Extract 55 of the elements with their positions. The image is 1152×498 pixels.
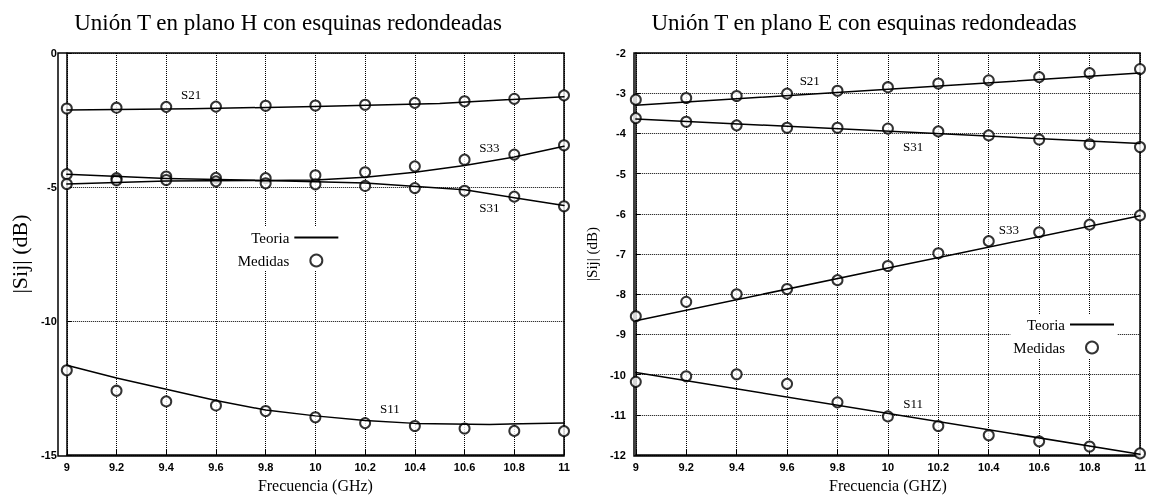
x-tick-label: 10 (881, 460, 895, 473)
x-tick-label: 9.2 (678, 460, 694, 473)
y-tick-label: -4 (616, 127, 627, 140)
annotation: S31 (479, 200, 500, 216)
x-tick-label: 10.4 (978, 460, 1001, 473)
y-tick-label: -5 (616, 167, 626, 180)
annotation: S31 (902, 139, 924, 155)
y-tick-label: -10 (609, 368, 626, 381)
legend-label: Teoria (251, 229, 290, 246)
annotation: S21 (799, 72, 820, 88)
x-tick-label: 10.4 (404, 460, 427, 473)
legend-label: Teoria (1026, 316, 1066, 333)
x-tick-label: 9.4 (158, 460, 175, 473)
annotation: S21 (180, 87, 202, 103)
x-tick-label: 9 (63, 460, 70, 473)
chart-title: Unión T en plano E con esquinas redondeadas (651, 10, 1077, 35)
y-tick-label: -15 (40, 449, 57, 461)
x-tick-label: 9.4 (728, 460, 746, 473)
y-tick-label: -12 (609, 449, 626, 461)
legend-label: Medidas (1013, 339, 1066, 356)
y-tick-label: -7 (616, 248, 626, 260)
x-tick-label: 9.8 (829, 460, 846, 473)
x-tick-label: 10.6 (1028, 460, 1050, 473)
y-axis-title: |Sij| (dB) (6, 214, 32, 294)
y-tick-label: -5 (47, 181, 57, 193)
x-axis-title: Frecuencia (GHZ) (829, 476, 947, 495)
y-axis-title: |Sij| (dB) (583, 227, 601, 281)
x-tick-label: 10 (309, 460, 322, 473)
x-tick-label: 10.6 (453, 460, 476, 473)
x-tick-label: 9.6 (208, 460, 224, 473)
x-tick-label: 11 (558, 460, 570, 473)
x-tick-label: 10.2 (354, 460, 376, 473)
x-tick-label: 9.6 (779, 460, 795, 473)
annotation: S11 (380, 400, 400, 416)
x-tick-label: 11 (1134, 460, 1146, 473)
x-tick-label: 9.8 (258, 460, 274, 473)
x-tick-label: 10.8 (503, 460, 525, 473)
y-tick-label: -3 (616, 87, 626, 100)
x-tick-label: 9.2 (108, 460, 125, 473)
legend-label: Medidas (237, 252, 290, 269)
y-tick-label: -11 (610, 408, 626, 421)
y-tick-label: -8 (616, 288, 626, 301)
annotation: S33 (998, 221, 1020, 237)
y-tick-label: -9 (616, 328, 626, 341)
x-tick-label: 10.2 (927, 460, 950, 473)
y-tick-label: -2 (616, 47, 626, 59)
y-tick-label: -6 (616, 207, 626, 220)
annotation: S33 (479, 139, 500, 155)
y-tick-label: -10 (40, 315, 57, 327)
x-tick-label: 9 (632, 460, 639, 473)
annotation: S11 (903, 396, 923, 412)
x-axis-title: Frecuencia (GHz) (257, 476, 373, 495)
y-tick-label: 0 (50, 47, 57, 59)
chart-title: Unión T en plano H con esquinas redondeadas (74, 10, 502, 35)
x-tick-label: 10.8 (1078, 460, 1101, 473)
